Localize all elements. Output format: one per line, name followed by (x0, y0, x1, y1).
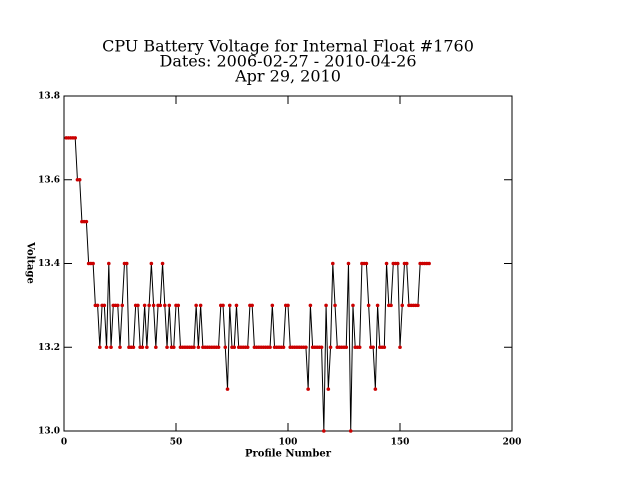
data-point (357, 345, 362, 350)
data-point (398, 345, 402, 350)
data-point (375, 303, 380, 308)
data-point (404, 261, 409, 266)
data-point (364, 261, 369, 266)
data-point (158, 303, 163, 308)
data-point (268, 345, 272, 350)
data-point (308, 303, 313, 308)
data-point (225, 387, 230, 391)
x-tick-label: 200 (503, 438, 522, 448)
data-point (326, 387, 331, 391)
data-point (149, 261, 154, 266)
data-point (223, 345, 228, 350)
y-tick-label: 13.2 (38, 343, 60, 353)
data-point (245, 345, 250, 350)
data-point (120, 303, 125, 308)
data-point (395, 261, 400, 266)
data-point (102, 303, 107, 308)
data-point (232, 345, 237, 350)
data-point (373, 387, 378, 391)
data-point (124, 261, 129, 266)
data-point (165, 345, 169, 350)
data-point (131, 345, 136, 350)
data-point (270, 303, 275, 308)
data-point (98, 345, 102, 350)
x-tick-label: 150 (391, 438, 410, 448)
data-point (322, 429, 326, 433)
data-point (346, 261, 351, 266)
data-point (104, 345, 109, 350)
data-point (221, 303, 225, 308)
data-line (66, 137, 430, 432)
x-tick-label: 50 (170, 438, 183, 448)
data-point (77, 177, 82, 182)
data-point (331, 261, 335, 266)
data-point (91, 261, 95, 266)
data-point (147, 303, 151, 308)
data-point (319, 345, 324, 350)
y-tick-label: 13.6 (38, 175, 60, 185)
data-point (328, 345, 333, 350)
data-point (140, 345, 145, 350)
data-point (84, 219, 89, 224)
data-point (234, 303, 239, 308)
data-point (194, 303, 198, 308)
data-point (163, 303, 167, 308)
data-point (73, 136, 77, 140)
x-axis-label: Profile Number (245, 449, 332, 460)
y-axis-label: Voltage (25, 241, 36, 284)
data-point (250, 303, 254, 308)
y-tick-label: 13.0 (38, 427, 60, 437)
data-point (366, 303, 371, 308)
data-point (167, 303, 172, 308)
data-point (306, 387, 310, 391)
data-point (154, 345, 158, 350)
y-tick-label: 13.8 (38, 92, 60, 102)
data-point (107, 261, 111, 266)
data-point (196, 345, 201, 350)
data-point (109, 345, 113, 350)
data-point (382, 345, 387, 350)
data-point (160, 261, 165, 266)
chart-date: Apr 29, 2010 (234, 67, 341, 86)
data-point (176, 303, 181, 308)
data-point (216, 345, 221, 350)
data-point (286, 303, 290, 308)
data-point (304, 345, 308, 350)
data-point (389, 303, 393, 308)
data-point (198, 303, 203, 308)
chart-title: CPU Battery Voltage for Internal Float #… (102, 37, 474, 56)
x-tick-label: 0 (61, 438, 67, 448)
data-point (171, 345, 176, 350)
data-point (348, 429, 353, 433)
data-point (384, 261, 389, 266)
data-point (333, 303, 337, 308)
data-point (136, 303, 140, 308)
data-point (227, 303, 232, 308)
data-point (324, 303, 328, 308)
data-point (371, 345, 375, 350)
data-point (400, 303, 405, 308)
data-point (151, 303, 156, 308)
data-point (115, 303, 120, 308)
data-point (95, 303, 100, 308)
data-point (145, 345, 149, 350)
data-point (118, 345, 122, 350)
x-tick-label: 100 (279, 438, 298, 448)
data-point (192, 345, 196, 350)
data-point (142, 303, 147, 308)
data-point (344, 345, 349, 350)
plot-frame (63, 95, 513, 432)
data-point (281, 345, 286, 350)
data-point (416, 303, 420, 308)
data-point (351, 303, 355, 308)
y-tick-label: 13.4 (38, 259, 60, 269)
chart-subtitle: Dates: 2006-02-27 - 2010-04-26 (159, 52, 416, 71)
data-point (427, 261, 431, 266)
